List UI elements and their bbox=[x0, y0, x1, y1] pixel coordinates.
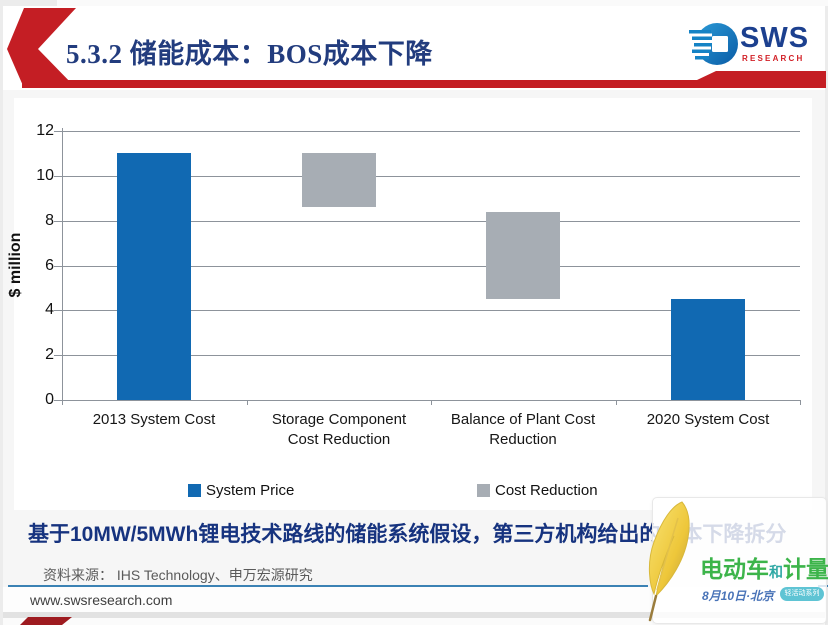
logo-subtext: RESEARCH bbox=[742, 54, 805, 63]
gridline-y2 bbox=[62, 355, 800, 356]
y-tick-label: 6 bbox=[45, 257, 54, 274]
y-tick-label: 12 bbox=[36, 122, 54, 139]
legend-swatch bbox=[477, 484, 490, 497]
x-tick-mark bbox=[62, 400, 63, 405]
feather-quill-icon bbox=[648, 501, 690, 622]
watermark-date-text: 8月10日·北京 bbox=[702, 589, 775, 603]
x-tick-mark bbox=[616, 400, 617, 405]
watermark-series-badge: 轻活动系列 bbox=[780, 587, 824, 601]
y-tick-mark bbox=[54, 400, 62, 401]
gridline-y12 bbox=[62, 131, 800, 132]
x-tick-mark bbox=[800, 400, 801, 405]
watermark-brand-left: 电动车 bbox=[700, 556, 769, 582]
gridline-y10 bbox=[62, 176, 800, 177]
key-takeaway-bold: 基于10MW/5MWh锂电技术路线的储能系统假设，第三方机构给出 bbox=[28, 523, 640, 546]
y-tick-label: 10 bbox=[36, 167, 54, 184]
y-tick-label: 8 bbox=[45, 212, 54, 229]
bottom-white-strip bbox=[3, 618, 825, 625]
bar-storage-component-cost-reduction bbox=[302, 153, 376, 207]
gridline-y6 bbox=[62, 266, 800, 267]
watermark-brand-text: 电动车和计量 bbox=[700, 550, 828, 584]
legend-swatch bbox=[188, 484, 201, 497]
y-tick-mark bbox=[54, 355, 62, 356]
y-tick-mark bbox=[54, 310, 62, 311]
y-tick-mark bbox=[54, 176, 62, 177]
x-category-label: 2013 System Cost bbox=[92, 411, 216, 428]
data-source-text: 资料来源： IHS Technology、申万宏源研究 bbox=[43, 567, 313, 583]
x-category-label: 2020 System Cost bbox=[646, 411, 770, 428]
y-tick-mark bbox=[54, 131, 62, 132]
top-page-strip bbox=[57, 0, 828, 6]
x-tick-mark bbox=[431, 400, 432, 405]
y-axis-line bbox=[62, 128, 63, 404]
legend-label: Cost Reduction bbox=[495, 482, 598, 499]
logo-text: SWS bbox=[740, 22, 810, 54]
y-tick-label: 2 bbox=[45, 346, 54, 363]
sws-research-logo: SWS RESEARCH bbox=[688, 16, 820, 74]
legend-label: System Price bbox=[206, 482, 295, 499]
website-url[interactable]: www.swsresearch.com bbox=[30, 592, 173, 608]
y-tick-mark bbox=[54, 266, 62, 267]
gridline-y8 bbox=[62, 221, 800, 222]
bar-2013-system-cost bbox=[117, 153, 191, 400]
footer-divider-line bbox=[8, 585, 648, 587]
bar-balance-of-plant-cost-reduction bbox=[486, 212, 560, 299]
x-category-label: Balance of Plant Cost Reduction bbox=[450, 411, 596, 448]
watermark-brand-mid: 和 bbox=[769, 564, 783, 580]
watermark-brand-right: 计量 bbox=[783, 556, 828, 582]
x-category-label: Storage Component Cost Reduction bbox=[271, 411, 407, 448]
gridline-y4 bbox=[62, 310, 800, 311]
x-tick-mark bbox=[247, 400, 248, 405]
bar-2020-system-cost bbox=[671, 299, 745, 400]
y-tick-label: 0 bbox=[45, 391, 54, 408]
y-tick-label: 4 bbox=[45, 301, 54, 318]
y-tick-mark bbox=[54, 221, 62, 222]
page-title: 5.3.2 储能成本：BOS成本下降 bbox=[66, 39, 433, 69]
sws-globe-icon bbox=[689, 23, 738, 65]
bottom-gray-strip bbox=[3, 612, 825, 618]
